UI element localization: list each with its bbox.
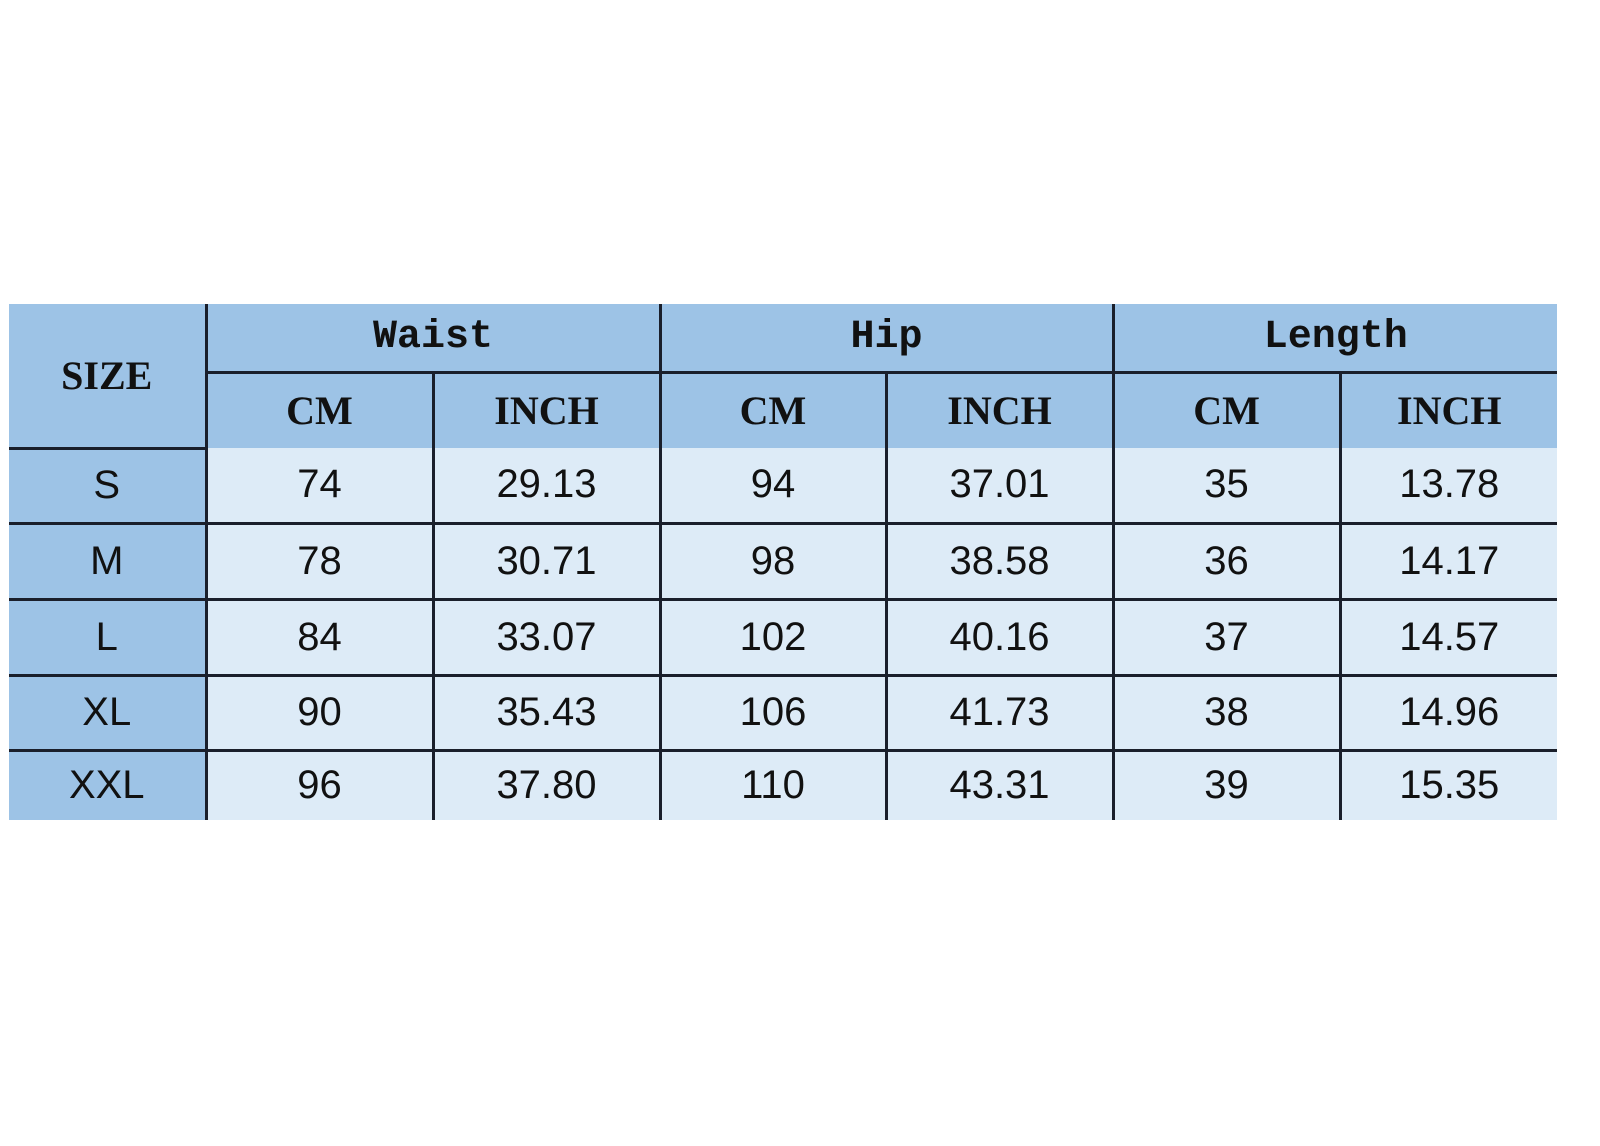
measurement-cell: 40.16 xyxy=(884,597,1115,677)
measurement-cell: 29.13 xyxy=(431,448,662,525)
measurement-cell: 37.01 xyxy=(884,448,1115,525)
table-row: XXL 96 37.80 110 43.31 39 15.35 xyxy=(9,748,1558,820)
unit-header: INCH xyxy=(884,370,1115,448)
measurement-cell: 94 xyxy=(658,448,888,525)
size-label: S xyxy=(9,448,208,525)
unit-header: INCH xyxy=(1338,370,1558,448)
measurement-cell: 30.71 xyxy=(431,521,662,601)
measurement-cell: 78 xyxy=(204,521,435,601)
size-header: SIZE xyxy=(9,304,208,450)
measurement-cell: 14.57 xyxy=(1338,597,1558,677)
unit-header: CM xyxy=(206,370,435,448)
size-label: M xyxy=(9,521,208,601)
measurement-cell: 14.17 xyxy=(1338,521,1558,601)
measurement-cell: 39 xyxy=(1111,748,1342,820)
length-header: Length xyxy=(1111,304,1558,374)
measurement-cell: 41.73 xyxy=(884,673,1115,752)
measurement-cell: 38.58 xyxy=(884,521,1115,601)
measurement-cell: 38 xyxy=(1111,673,1342,752)
measurement-cell: 84 xyxy=(204,597,435,677)
unit-header: CM xyxy=(1111,370,1342,448)
measurement-cell: 37.80 xyxy=(431,748,662,820)
measurement-cell: 98 xyxy=(658,521,888,601)
size-label: XL xyxy=(9,673,208,752)
size-chart-table: SIZE Waist Hip Length CM INCH CM INCH CM… xyxy=(9,304,1558,820)
measurement-cell: 33.07 xyxy=(431,597,662,677)
size-label: L xyxy=(9,597,208,677)
measurement-cell: 102 xyxy=(658,597,888,677)
unit-header: CM xyxy=(658,370,888,448)
unit-header: INCH xyxy=(431,370,662,448)
size-label: XXL xyxy=(9,748,208,820)
measurement-cell: 13.78 xyxy=(1338,448,1558,525)
measurement-cell: 36 xyxy=(1111,521,1342,601)
table-row: L 84 33.07 102 40.16 37 14.57 xyxy=(9,597,1558,677)
waist-header: Waist xyxy=(204,304,662,374)
measurement-cell: 74 xyxy=(204,448,435,525)
measurement-cell: 90 xyxy=(204,673,435,752)
measurement-cell: 96 xyxy=(204,748,435,820)
measurement-cell: 43.31 xyxy=(884,748,1115,820)
measurement-cell: 14.96 xyxy=(1338,673,1558,752)
hip-header: Hip xyxy=(658,304,1115,374)
table-row: S 74 29.13 94 37.01 35 13.78 xyxy=(9,448,1558,525)
measurement-cell: 106 xyxy=(658,673,888,752)
table-row: XL 90 35.43 106 41.73 38 14.96 xyxy=(9,673,1558,752)
measurement-cell: 15.35 xyxy=(1338,748,1558,820)
measurement-cell: 35.43 xyxy=(431,673,662,752)
table-row: M 78 30.71 98 38.58 36 14.17 xyxy=(9,521,1558,601)
measurement-cell: 35 xyxy=(1111,448,1342,525)
measurement-cell: 37 xyxy=(1111,597,1342,677)
measurement-cell: 110 xyxy=(658,748,888,820)
